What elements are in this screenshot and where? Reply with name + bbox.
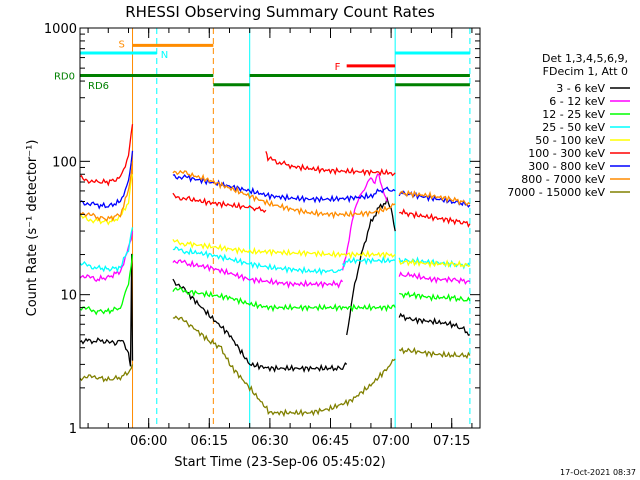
flag-label-f: F [335,62,341,73]
series-4-segment-2 [398,258,471,269]
series-3-segment-1 [172,246,343,276]
series-1-segment-1 [172,259,344,289]
flag-label-rd6: RD6 [88,81,109,92]
series-0-segment-0 [79,253,134,367]
legend-header-0: Det 1,3,4,5,6,9, [542,52,628,65]
legend-label-7: 800 - 7000 keV [521,173,605,186]
series-1-segment-0 [79,231,134,283]
legend: Det 1,3,4,5,6,9,FDecim 1, Att 0 3 - 6 keV… [507,52,630,199]
flag-label-s: S [119,39,125,50]
chart-title: RHESSI Observing Summary Count Rates [125,3,435,21]
series-0-segment-1 [172,278,348,374]
legend-label-5: 100 - 300 keV [528,147,605,160]
footer-timestamp: 17-Oct-2021 08:37 [560,468,636,477]
series-7-segment-0 [79,161,134,222]
x-tick-label: 06:30 [251,434,288,449]
series-3 [79,227,471,276]
plot-frame [79,27,481,429]
x-axis-label: Start Time (23-Sep-06 05:45:02) [174,455,385,470]
series-2-segment-0 [79,254,134,316]
x-axis: 06:00 06:15 06:30 06:45 07:00 07:15 [87,28,473,449]
series-5-segment-1 [172,192,267,213]
y-tick-label: 1000 [44,22,77,37]
x-tick-label: 07:00 [372,434,409,449]
series-8-segment-0 [79,364,134,383]
legend-label-2: 12 - 25 keV [542,108,605,121]
series-5-segment-0 [79,124,134,187]
series-5-segment-2 [265,151,396,177]
plot-series [79,124,471,418]
series-8-segment-2 [398,346,471,360]
legend-label-6: 300 - 800 keV [528,160,605,173]
flag-bars: S N F RD0 RD6 [54,39,470,92]
series-2 [79,254,471,316]
y-tick-label: 1 [69,422,77,437]
legend-header-1: FDecim 1, Att 0 [543,65,628,78]
y-axis-label: Count Rate (s⁻¹ detector⁻¹) [25,140,40,317]
series-3-segment-2 [342,255,396,268]
series-1 [79,173,471,289]
series-5-segment-3 [399,208,471,228]
series-0 [79,196,471,374]
x-tick-label: 06:45 [312,434,349,449]
series-0-segment-2 [346,196,396,336]
y-tick-label: 10 [60,289,77,304]
legend-label-3: 25 - 50 keV [542,121,605,134]
x-tick-label: 07:15 [433,434,470,449]
series-4 [79,174,471,269]
series-2-segment-1 [172,286,396,313]
series-2-segment-2 [399,290,471,303]
series-8-segment-1 [172,315,396,418]
flag-label-n: N [161,50,168,61]
series-8 [79,315,471,418]
series-0-segment-3 [398,312,471,336]
series-6-segment-0 [79,150,134,210]
legend-label-0: 3 - 6 keV [556,82,605,95]
series-5 [79,124,471,228]
legend-label-4: 50 - 100 keV [535,134,605,147]
series-7 [79,161,471,222]
flag-label-rd0: RD0 [54,72,75,83]
legend-label-1: 6 - 12 keV [549,95,605,108]
x-tick-label: 06:15 [191,434,228,449]
series-7-segment-1 [172,169,396,220]
series-4-segment-1 [172,239,396,260]
y-tick-label: 100 [52,155,77,170]
x-tick-label: 06:00 [130,434,167,449]
series-3-segment-0 [79,227,134,273]
series-1-segment-2 [341,173,388,271]
series-1-segment-3 [398,271,471,285]
legend-label-8: 7000 - 15000 keV [507,186,605,199]
y-axis: 1 10 100 1000 [44,22,480,437]
series-7-segment-2 [398,189,471,207]
